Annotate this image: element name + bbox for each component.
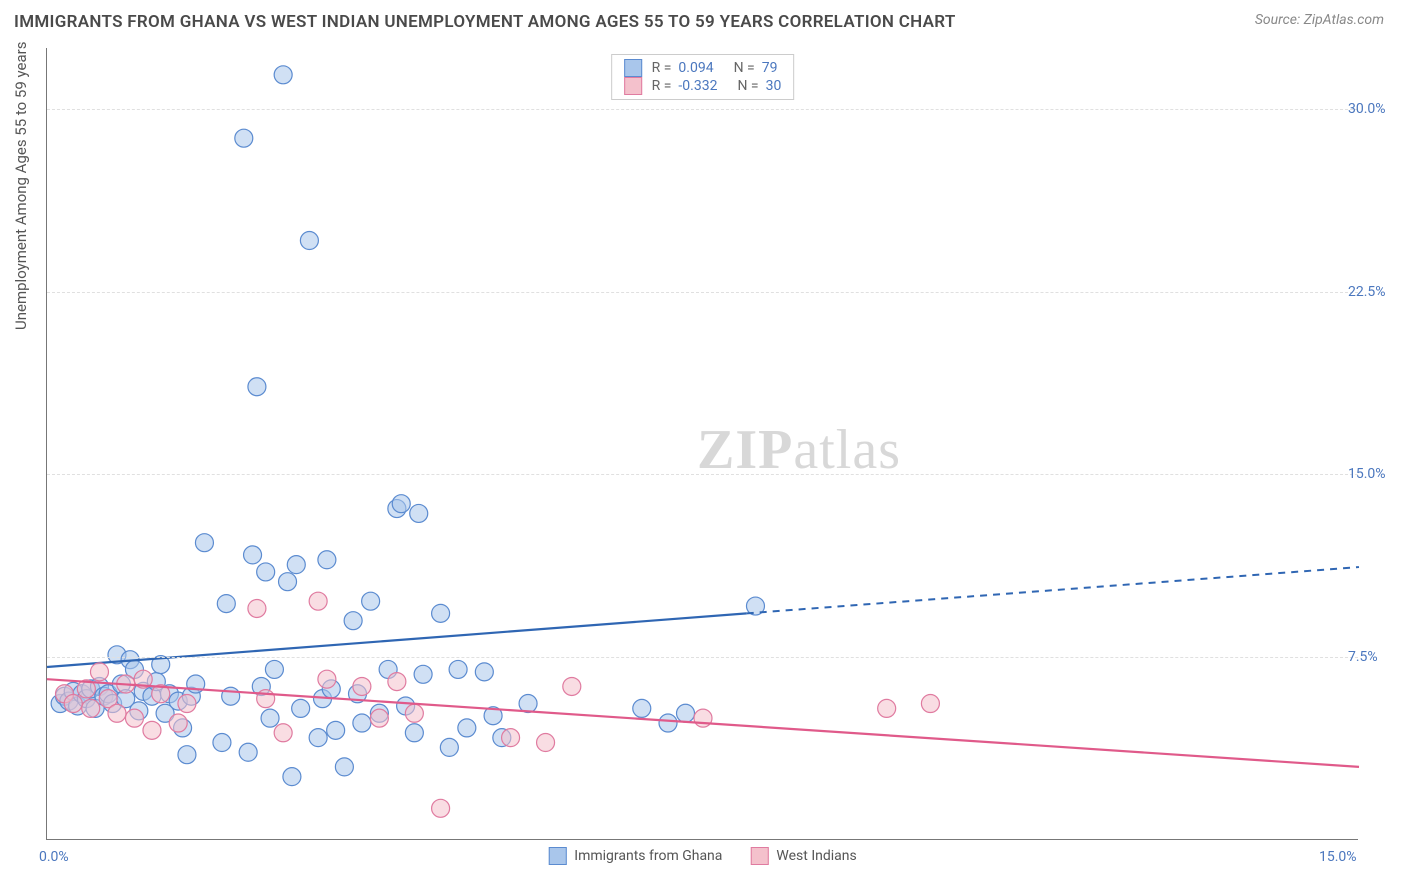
data-point (335, 758, 353, 776)
data-point (143, 721, 161, 739)
y-tick-label: 7.5% (1348, 649, 1402, 665)
data-point (217, 595, 235, 613)
data-point (563, 677, 581, 695)
gridline (47, 292, 1358, 293)
data-point (432, 799, 450, 817)
r-value: -0.332 (678, 78, 717, 94)
data-point (195, 534, 213, 552)
trendline-dashed (747, 567, 1359, 613)
data-point (353, 677, 371, 695)
data-point (239, 743, 257, 761)
data-point (64, 695, 82, 713)
legend-stats: R = 0.094 N = 79 R = -0.332 N = 30 (611, 54, 795, 100)
n-label: N = (737, 78, 758, 94)
x-tick-label: 15.0% (1319, 849, 1357, 865)
data-point (633, 699, 651, 717)
gridline (47, 109, 1358, 110)
data-point (257, 563, 275, 581)
x-tick-label: 0.0% (39, 849, 69, 865)
data-point (878, 699, 896, 717)
data-point (261, 709, 279, 727)
data-point (449, 660, 467, 678)
y-tick-label: 30.0% (1348, 101, 1402, 117)
data-point (283, 768, 301, 786)
data-point (537, 734, 555, 752)
legend-series-item: West Indians (750, 847, 856, 865)
data-point (327, 721, 345, 739)
data-point (362, 592, 380, 610)
data-point (318, 551, 336, 569)
plot-svg (47, 48, 1358, 839)
data-point (287, 556, 305, 574)
legend-swatch (548, 847, 566, 865)
legend-swatch (624, 77, 642, 95)
r-value: 0.094 (678, 60, 713, 76)
data-point (475, 663, 493, 681)
data-point (502, 729, 520, 747)
trendline-solid (47, 613, 747, 667)
data-point (432, 604, 450, 622)
data-point (292, 699, 310, 717)
n-value: 30 (766, 78, 782, 94)
plot-area: ZIPatlas R = 0.094N = 79R = -0.332N = 30… (46, 48, 1358, 840)
y-tick-label: 22.5% (1348, 284, 1402, 300)
legend-swatch (750, 847, 768, 865)
legend-swatch (624, 59, 642, 77)
data-point (90, 663, 108, 681)
data-point (274, 66, 292, 84)
chart-title: IMMIGRANTS FROM GHANA VS WEST INDIAN UNE… (14, 12, 956, 32)
data-point (388, 673, 406, 691)
data-point (108, 704, 126, 722)
data-point (279, 573, 297, 591)
gridline (47, 474, 1358, 475)
data-point (344, 612, 362, 630)
data-point (169, 714, 187, 732)
data-point (370, 709, 388, 727)
n-label: N = (734, 60, 755, 76)
data-point (440, 738, 458, 756)
y-tick-label: 15.0% (1348, 466, 1402, 482)
n-value: 79 (762, 60, 778, 76)
legend-series: Immigrants from Ghana West Indians (548, 847, 856, 865)
data-point (921, 695, 939, 713)
r-label: R = (652, 60, 672, 76)
data-point (392, 495, 410, 513)
data-point (410, 504, 428, 522)
source-attribution: Source: ZipAtlas.com (1255, 12, 1384, 28)
data-point (82, 699, 100, 717)
data-point (458, 719, 476, 737)
data-point (318, 670, 336, 688)
data-point (353, 714, 371, 732)
data-point (677, 704, 695, 722)
legend-stat-row: R = 0.094 N = 79 (624, 59, 782, 77)
data-point (309, 592, 327, 610)
data-point (265, 660, 283, 678)
data-point (405, 704, 423, 722)
r-label: R = (652, 78, 672, 94)
data-point (235, 129, 253, 147)
legend-series-label: West Indians (776, 848, 856, 864)
data-point (178, 695, 196, 713)
legend-series-label: Immigrants from Ghana (574, 848, 722, 864)
y-axis-label: Unemployment Among Ages 55 to 59 years (12, 42, 30, 330)
data-point (244, 546, 262, 564)
data-point (659, 714, 677, 732)
data-point (309, 729, 327, 747)
data-point (125, 709, 143, 727)
legend-series-item: Immigrants from Ghana (548, 847, 722, 865)
data-point (213, 734, 231, 752)
data-point (248, 599, 266, 617)
gridline (47, 657, 1358, 658)
data-point (300, 232, 318, 250)
data-point (414, 665, 432, 683)
data-point (274, 724, 292, 742)
data-point (248, 378, 266, 396)
data-point (405, 724, 423, 742)
correlation-chart: IMMIGRANTS FROM GHANA VS WEST INDIAN UNE… (0, 0, 1406, 892)
data-point (178, 746, 196, 764)
legend-stat-row: R = -0.332 N = 30 (624, 77, 782, 95)
